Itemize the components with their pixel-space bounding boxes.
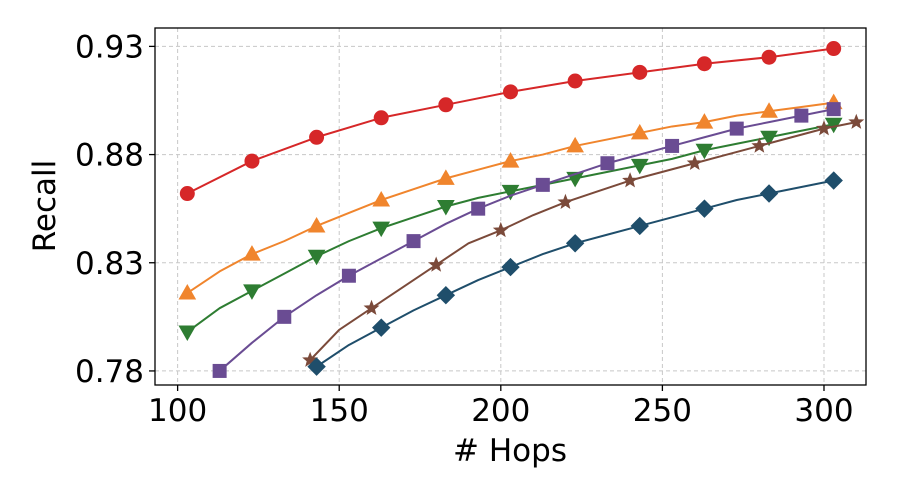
marker-circle (567, 73, 583, 89)
series-line (186, 47, 834, 195)
marker-star (686, 154, 703, 171)
marker-star (492, 221, 509, 238)
marker-circle (179, 186, 195, 202)
marker-triangle-down (630, 158, 649, 175)
plot-frame (154, 27, 867, 386)
y-tick-label: 0.88 (75, 138, 144, 174)
series-5 (302, 113, 865, 367)
marker-triangle-down (178, 325, 197, 341)
marker-triangle-down (372, 221, 391, 238)
marker-square (729, 121, 744, 136)
marker-square (341, 268, 356, 283)
marker-triangle-up (695, 113, 714, 129)
x-tick-label: 100 (148, 393, 207, 429)
series-layer (178, 41, 865, 378)
x-tick-label: 250 (633, 393, 692, 429)
marker-triangle-down (243, 284, 261, 300)
y-axis-label: Recall (27, 160, 63, 253)
marker-circle (696, 56, 712, 72)
marker-star (751, 137, 768, 153)
marker-square (600, 156, 615, 171)
marker-circle (438, 97, 454, 113)
marker-triangle-down (760, 130, 778, 147)
series-2 (178, 93, 843, 300)
x-tick-label: 150 (310, 393, 369, 429)
marker-square (406, 234, 421, 249)
series-line (218, 108, 834, 372)
marker-circle (761, 49, 777, 65)
x-axis-label: # Hops (453, 433, 567, 469)
marker-square (826, 102, 841, 117)
marker-triangle-up (630, 123, 649, 140)
marker-square (794, 108, 809, 123)
marker-square (665, 138, 680, 153)
x-tick-label: 200 (471, 393, 530, 429)
marker-triangle-down (307, 249, 326, 266)
marker-diamond (372, 318, 391, 337)
marker-star (622, 172, 639, 188)
series-line (316, 179, 834, 368)
marker-circle (632, 64, 648, 80)
marker-triangle-down (501, 184, 520, 201)
marker-star (302, 351, 319, 367)
marker-star (557, 193, 574, 209)
axes: 100 150 200 250 300 0.78 0.83 0.88 0.93 (75, 29, 854, 429)
marker-triangle-up (307, 216, 326, 233)
marker-triangle-up (372, 191, 391, 207)
marker-square (471, 201, 486, 216)
marker-triangle-down (437, 200, 455, 216)
marker-star (816, 120, 832, 136)
marker-square (212, 363, 227, 378)
marker-star (428, 256, 445, 272)
marker-square (535, 177, 550, 192)
marker-square (277, 309, 292, 324)
marker-triangle-up (178, 284, 197, 300)
y-tick-label: 0.78 (75, 354, 144, 390)
series-6 (307, 171, 843, 376)
grid (155, 28, 866, 385)
marker-diamond (501, 257, 520, 277)
series-4 (212, 102, 841, 378)
marker-triangle-up (243, 245, 261, 261)
marker-diamond (565, 234, 585, 253)
marker-triangle-up (501, 152, 520, 168)
marker-diamond (307, 357, 326, 376)
marker-triangle-down (695, 143, 714, 160)
y-tick-label: 0.93 (75, 29, 144, 65)
x-tick-label: 300 (794, 393, 853, 429)
marker-circle (244, 153, 260, 169)
marker-diamond (630, 216, 649, 236)
series-1 (179, 41, 842, 202)
marker-diamond (759, 184, 779, 203)
y-tick-label: 0.83 (75, 246, 144, 282)
series-3 (178, 117, 843, 341)
marker-circle (309, 129, 325, 145)
marker-star (363, 299, 380, 315)
marker-triangle-up (760, 102, 778, 118)
marker-diamond (436, 286, 456, 305)
marker-triangle-up (566, 136, 584, 153)
marker-diamond (695, 199, 714, 218)
marker-circle (503, 84, 518, 100)
marker-circle (826, 41, 842, 57)
marker-diamond (824, 171, 843, 190)
marker-circle (373, 110, 389, 126)
marker-star (848, 113, 865, 129)
marker-triangle-up (437, 169, 455, 185)
